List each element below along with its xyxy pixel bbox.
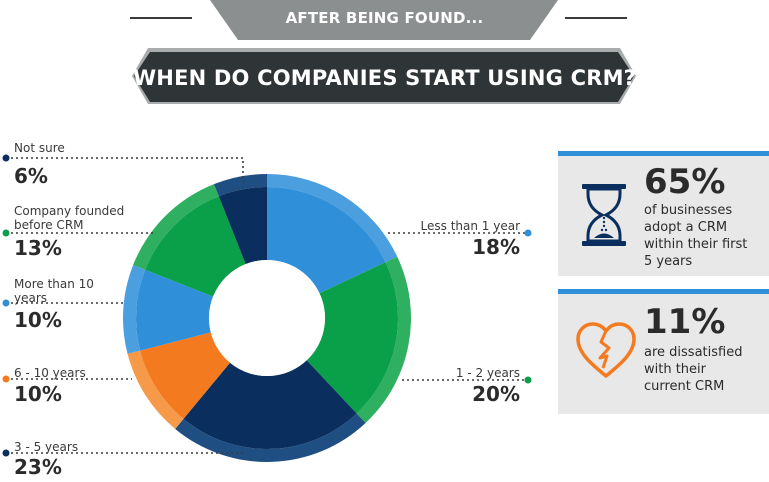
legend-label-more10-1: More than 10: [14, 277, 94, 291]
donut-ring-company-founded-before-crm: [133, 184, 219, 270]
leader-lines: [6, 157, 528, 454]
stat-desc-dissatisfied: are dissatisfied with their current CRM: [644, 344, 742, 395]
stat-value-dissatisfied: 11%: [644, 302, 726, 342]
legend-label-three5: 3 - 5 years: [14, 440, 79, 454]
legend-pct-three5: 23%: [14, 455, 62, 479]
stat-desc-line: are dissatisfied: [644, 345, 743, 360]
legend-pct-less1: 18%: [472, 235, 520, 259]
page-title-text: WHEN DO COMPANIES START USING CRM?: [132, 66, 637, 90]
bullet-left: [112, 73, 121, 81]
donut-slice-1-2-years: [306, 262, 398, 414]
legend-label-not-sure: Not sure: [14, 141, 65, 155]
leader-not-sure: [6, 157, 244, 182]
legend-label-founded-2: before CRM: [14, 218, 84, 232]
legend-label-one2: 1 - 2 years: [455, 366, 520, 380]
legend-pct-six10: 10%: [14, 382, 62, 406]
donut-ring-less-than-1-year: [267, 173, 398, 263]
legend-dot-not-sure: [2, 154, 10, 162]
legend-label-six10: 6 - 10 years: [14, 366, 86, 380]
stat-desc-line: with their: [644, 362, 707, 377]
donut-ring-6-10-years: [127, 350, 184, 429]
bullet-right: [648, 73, 657, 81]
legend-pct-more10: 10%: [14, 308, 62, 332]
legend-label-more10-2: years: [14, 291, 48, 305]
donut-slice-less-than-1-year: [267, 187, 386, 294]
subtitle-text: AFTER BEING FOUND...: [285, 9, 484, 27]
donut-ring-3-5-years: [175, 413, 366, 463]
legend-label-less1: Less than 1 year: [420, 219, 520, 233]
donut-slice-more-than-10-years: [136, 269, 214, 351]
donut-hole: [209, 260, 325, 376]
stat-desc-line: current CRM: [644, 379, 725, 394]
donut-slices: [136, 187, 398, 449]
legend-dot-founded: [2, 229, 10, 237]
stat-desc-line: 5 years: [644, 254, 693, 269]
stat-value-adoption: 65%: [644, 162, 726, 202]
donut-slice-6-10-years: [140, 332, 231, 419]
legend-pct-not-sure: 6%: [14, 164, 48, 188]
legend-pct-one2: 20%: [472, 382, 520, 406]
donut-ring-not-sure: [213, 174, 267, 197]
hourglass-icon: [582, 184, 626, 246]
title-banner: [132, 48, 636, 104]
legend-dot-less1: [524, 229, 532, 237]
legend-label-founded-1: Company founded: [14, 204, 125, 218]
stat-desc-line: adopt a CRM: [644, 220, 728, 235]
legend-dot-more10: [2, 299, 10, 307]
stat-desc-line: of businesses: [644, 203, 733, 218]
stat-card-adoption: 65% of businesses adopt a CRM within the…: [558, 151, 769, 276]
donut-ring-1-2-years: [356, 256, 411, 423]
donut-slice-not-sure: [218, 187, 267, 265]
donut-slice-3-5-years: [183, 360, 357, 449]
subtitle-banner: [130, 0, 627, 40]
donut-ring: [123, 173, 411, 463]
legend-pct-founded: 13%: [14, 236, 62, 260]
stat-desc-line: within their first: [644, 237, 748, 252]
donut-ring-more-than-10-years: [123, 264, 146, 354]
donut-slice-company-founded-before-crm: [145, 196, 246, 297]
stat-desc-adoption: of businesses adopt a CRM within their f…: [644, 202, 747, 270]
legend-dot-three5: [2, 449, 10, 457]
page-title: WHEN DO COMPANIES START USING CRM?: [0, 66, 769, 90]
legend-dot-six10: [2, 375, 10, 383]
stat-card-dissatisfied: 11% are dissatisfied with their current …: [558, 289, 769, 414]
broken-heart-icon: [576, 322, 636, 378]
legend-dot-one2: [524, 376, 532, 384]
